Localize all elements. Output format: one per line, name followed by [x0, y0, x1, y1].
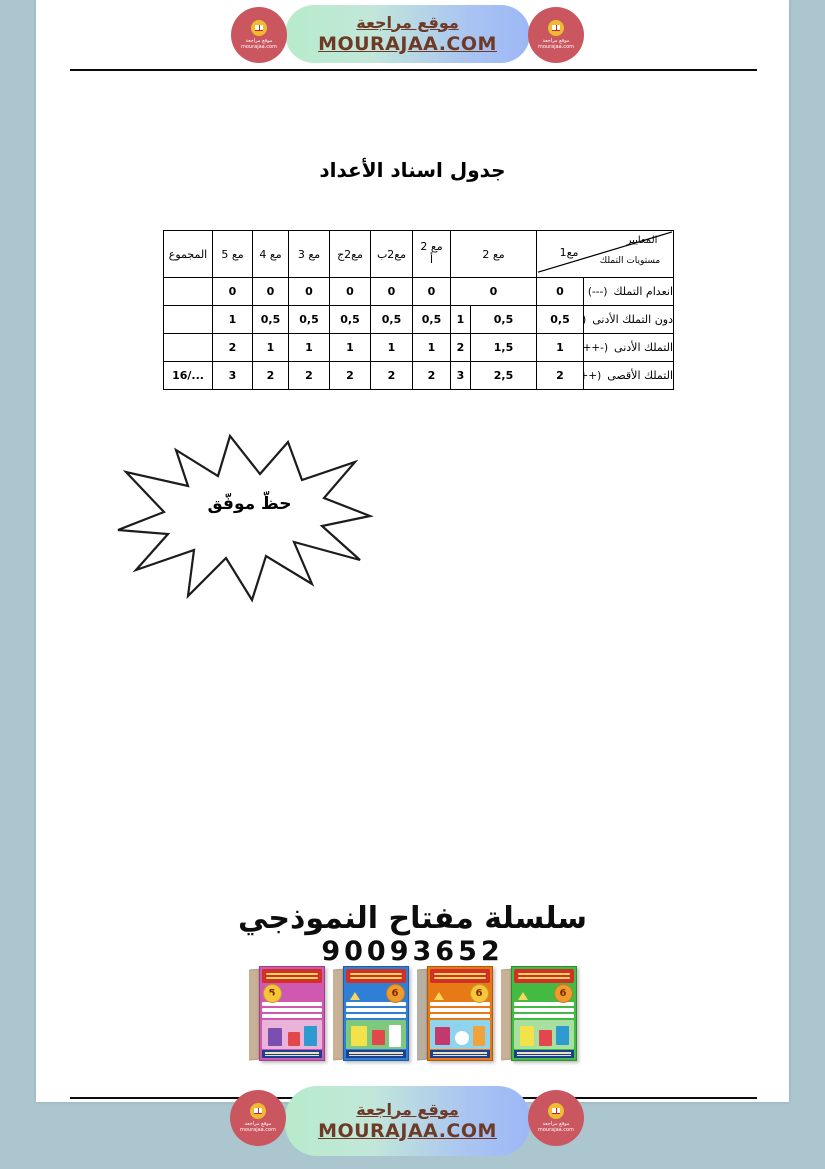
book-logo-icon	[250, 1102, 266, 1119]
site-logo-badge: موقع مراجعة mourajaa.com	[528, 1090, 584, 1146]
book-cover-grade6-blue: 6	[332, 966, 409, 1063]
corner-label-levels: مستويات التملك	[599, 256, 661, 266]
grades-table-wrap: مع1 المعايير مستويات التملك مع 2 مع 2 أ …	[163, 230, 674, 390]
col-header-m2a: مع 2 أ	[412, 230, 451, 278]
book-footer-strip	[513, 1050, 574, 1058]
grade-badge: 6	[553, 984, 573, 1003]
site-domain-link[interactable]: MOURAJAA.COM	[318, 1119, 497, 1142]
book-logo-icon	[548, 1102, 564, 1119]
publisher-logo-icon	[433, 992, 444, 1000]
book-logo-icon	[548, 19, 564, 36]
book-footer-strip	[261, 1050, 322, 1058]
site-logo-badge: موقع مراجعة mourajaa.com	[230, 1090, 286, 1146]
total-cell	[163, 333, 213, 362]
site-banner-footer[interactable]: موقع مراجعة MOURAJAA.COM	[285, 1086, 530, 1156]
col-header-m3: مع 3	[288, 230, 330, 278]
subject-strips	[429, 1002, 490, 1018]
site-name-arabic[interactable]: موقع مراجعة	[356, 12, 459, 32]
site-logo-badge: موقع مراجعة mourajaa.com	[231, 7, 287, 63]
book-front-cover: 6	[426, 966, 493, 1061]
cover-illustration	[513, 1020, 574, 1049]
row-label: دون التملك الأدنى(+--)	[583, 305, 674, 334]
publisher-logo-icon	[517, 992, 528, 1000]
corner-label-criteria: المعايير	[626, 235, 658, 246]
table-row: انعدام التملك(---) 0 0 0 0 0 0 0 0	[163, 277, 674, 306]
col-header-total: المجموع	[163, 230, 213, 278]
book-title-banner	[429, 969, 490, 983]
series-title: سلسلة مفتاح النموذجي	[238, 901, 587, 936]
col-header-m5: مع 5	[212, 230, 253, 278]
page-title: جدول اسناد الأعداد	[319, 158, 506, 182]
row-label: انعدام التملك(---)	[583, 277, 674, 306]
grade-badge: 6	[385, 984, 405, 1003]
book-footer-strip	[345, 1050, 406, 1058]
subject-strips	[261, 1002, 322, 1018]
subject-strips	[513, 1002, 574, 1018]
book-front-cover: 6	[342, 966, 409, 1061]
book-front-cover: 6	[510, 966, 577, 1061]
good-luck-starburst: حظّ موفّق	[112, 428, 387, 606]
site-domain-link[interactable]: MOURAJAA.COM	[318, 32, 497, 55]
grades-table: مع1 المعايير مستويات التملك مع 2 مع 2 أ …	[163, 230, 674, 390]
table-row: التملك الأدنى(++-) 1 1,5 2 1 1 1 1 1 2	[163, 333, 674, 362]
subject-strips	[345, 1002, 406, 1018]
book-front-cover: 5	[258, 966, 325, 1061]
cover-illustration	[345, 1020, 406, 1049]
corner-header-cell: مع1 المعايير مستويات التملك	[536, 230, 674, 278]
book-title-banner	[345, 969, 406, 983]
book-covers-row: 5 6	[36, 966, 789, 1063]
logo-caption: موقع مراجعة mourajaa.com	[537, 37, 574, 51]
grade-badge: 6	[469, 984, 489, 1003]
book-logo-icon	[251, 19, 267, 36]
book-cover-grade5: 5	[248, 966, 325, 1063]
cover-illustration	[261, 1020, 322, 1049]
book-title-banner	[261, 969, 322, 983]
book-title-banner	[513, 969, 574, 983]
logo-caption: موقع مراجعة mourajaa.com	[239, 1120, 276, 1134]
publisher-logo-icon	[349, 992, 360, 1000]
col-header-m4: مع 4	[252, 230, 289, 278]
table-header-row: مع1 المعايير مستويات التملك مع 2 مع 2 أ …	[163, 230, 674, 278]
publisher-logo-icon	[265, 992, 276, 1000]
cover-illustration	[429, 1020, 490, 1049]
total-cell	[163, 305, 213, 334]
site-banner[interactable]: موقع مراجعة MOURAJAA.COM	[285, 5, 530, 63]
site-name-arabic[interactable]: موقع مراجعة	[356, 1099, 459, 1119]
book-cover-grade6-orange: 6	[416, 966, 493, 1063]
table-row: دون التملك الأدنى(+--) 0,5 0,5 1 0,5 0,5…	[163, 305, 674, 334]
book-footer-strip	[429, 1050, 490, 1058]
logo-caption: موقع مراجعة mourajaa.com	[240, 37, 277, 51]
good-luck-text: حظّ موفّق	[207, 494, 292, 514]
header-divider-line	[70, 69, 757, 71]
col-header-m2b: مع2ب	[370, 230, 413, 278]
site-logo-badge: موقع مراجعة mourajaa.com	[528, 7, 584, 63]
col-header-m2c: مع2ج	[329, 230, 371, 278]
logo-caption: موقع مراجعة mourajaa.com	[537, 1120, 574, 1134]
total-cell	[163, 277, 213, 306]
col-header-m2: مع 2	[450, 230, 537, 278]
table-row: التملك الأقصى(+++) 2 2,5 3 2 2 2 2 2 3 1…	[163, 361, 674, 390]
col-header-m1: مع1	[559, 246, 579, 259]
row-label: التملك الأدنى(++-)	[583, 333, 674, 362]
diagonal-divider	[537, 231, 673, 273]
starburst-shape	[117, 433, 374, 603]
book-cover-grade6-green: 6	[500, 966, 577, 1063]
phone-number: 90093652	[321, 936, 504, 967]
row-label: التملك الأقصى(+++)	[583, 361, 674, 390]
total-cell: 16/...	[163, 361, 213, 390]
